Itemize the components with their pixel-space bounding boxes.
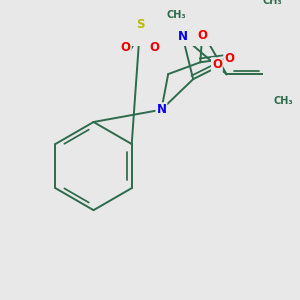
Text: O: O [212,58,222,71]
Text: CH₃: CH₃ [262,0,282,6]
Text: O: O [121,41,131,54]
Text: O: O [197,28,207,42]
Text: O: O [150,41,160,54]
Text: CH₃: CH₃ [167,10,187,20]
Text: N: N [178,30,188,43]
Text: CH₃: CH₃ [273,97,293,106]
Text: N: N [156,103,167,116]
Text: O: O [224,52,234,65]
Text: S: S [136,18,145,31]
